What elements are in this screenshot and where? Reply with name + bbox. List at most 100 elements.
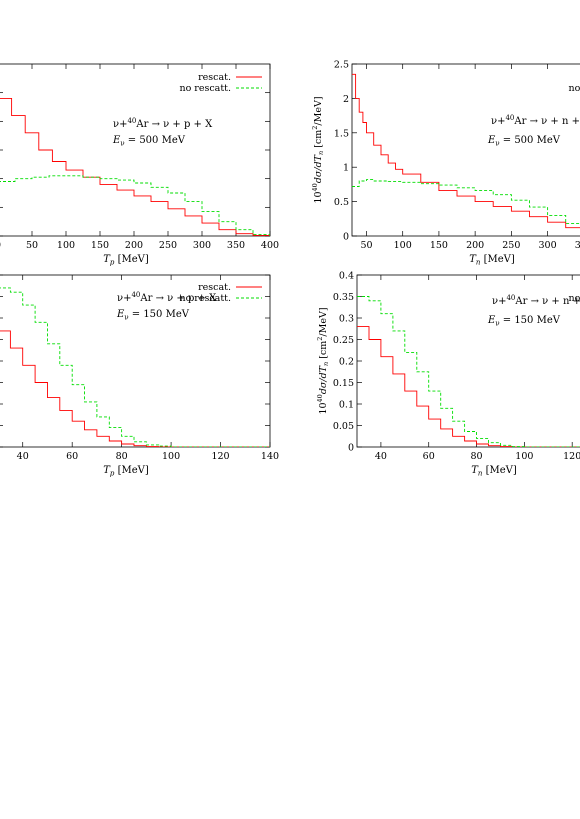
energy-subscript: ν bbox=[495, 140, 499, 148]
y-axis-label-part: 10 bbox=[318, 402, 329, 414]
y-tick-label: 0 bbox=[348, 443, 354, 454]
chart-panel-bottom-right: 40608010012014000.050.10.150.20.250.30.3… bbox=[316, 271, 580, 478]
x-tick-label: 200 bbox=[125, 240, 143, 251]
x-tick-label: 80 bbox=[116, 451, 128, 462]
x-tick-label: 300 bbox=[193, 240, 211, 251]
energy-part: = 500 MeV bbox=[500, 135, 561, 146]
y-axis-label-superscript: 40 bbox=[311, 183, 319, 191]
series-line-no-rescatt bbox=[0, 287, 270, 447]
y-axis-label: 1040dσ/dTn [cm2/MeV] bbox=[311, 96, 325, 203]
reaction-superscript: 40 bbox=[131, 291, 140, 299]
x-tick-label: 120 bbox=[563, 451, 580, 462]
series-line-no-rescatt bbox=[352, 179, 580, 225]
y-axis-label: 1040dσ/dTn [cm2/MeV] bbox=[316, 307, 330, 414]
x-tick-label: 80 bbox=[470, 451, 482, 462]
legend-label: no rescatt. bbox=[179, 293, 231, 304]
energy-part: E bbox=[112, 135, 121, 146]
y-axis-label-subscript: n bbox=[322, 362, 330, 366]
x-tick-label: 50 bbox=[26, 240, 38, 251]
y-axis-label-part: [cm bbox=[313, 130, 324, 151]
reaction-superscript: 40 bbox=[127, 117, 136, 125]
x-tick-label: 400 bbox=[261, 240, 279, 251]
y-axis-label-superscript: 40 bbox=[316, 394, 324, 402]
reaction-superscript: 40 bbox=[506, 294, 515, 302]
x-tick-label: 100 bbox=[162, 451, 180, 462]
y-tick-label: 2 bbox=[343, 94, 349, 105]
x-tick-label: 40 bbox=[17, 451, 29, 462]
y-tick-label: 0.4 bbox=[339, 271, 354, 282]
series-line-no-rescatt bbox=[0, 175, 270, 236]
energy-part: E bbox=[487, 135, 496, 146]
y-tick-label: 2.5 bbox=[334, 60, 349, 71]
x-axis-label-subscript: p bbox=[110, 470, 115, 478]
y-tick-label: 0.15 bbox=[333, 378, 354, 389]
reaction-annotation: ν+40Ar → ν + p + X bbox=[117, 291, 217, 304]
x-axis-label: Tn [MeV] bbox=[471, 465, 517, 478]
y-axis-label-part: dσ/dT bbox=[313, 154, 324, 183]
series-line-rescat bbox=[0, 97, 270, 236]
reaction-part: Ar → ν + n + X bbox=[514, 296, 580, 307]
x-axis-label-subscript: p bbox=[110, 259, 115, 267]
energy-part: E bbox=[487, 315, 496, 326]
energy-part: E bbox=[116, 309, 125, 320]
x-tick-label: 140 bbox=[261, 451, 279, 462]
x-tick-label: 250 bbox=[159, 240, 177, 251]
y-axis-label-superscript: 2 bbox=[311, 126, 319, 130]
legend-label: rescat. bbox=[198, 72, 231, 83]
x-tick-label: 350 bbox=[575, 240, 580, 251]
reaction-part: Ar → ν + p + X bbox=[139, 293, 217, 304]
x-tick-label: 40 bbox=[375, 451, 387, 462]
energy-subscript: ν bbox=[495, 320, 499, 328]
reaction-part: ν+ bbox=[491, 116, 505, 127]
energy-annotation: Eν = 500 MeV bbox=[112, 135, 186, 148]
y-tick-label: 0 bbox=[343, 232, 349, 243]
y-tick-label: 0.25 bbox=[333, 335, 354, 346]
reaction-annotation: ν+40Ar → ν + p + X bbox=[113, 117, 213, 130]
y-tick-label: 1.5 bbox=[334, 128, 349, 139]
x-axis-label-symbol: T bbox=[469, 254, 477, 265]
energy-part: = 150 MeV bbox=[129, 309, 190, 320]
series-line-rescat bbox=[352, 73, 580, 229]
series-line-rescat bbox=[357, 326, 580, 447]
x-axis-label-subscript: n bbox=[478, 470, 483, 478]
y-axis-label-part: /MeV] bbox=[318, 307, 329, 336]
energy-annotation: Eν = 150 MeV bbox=[116, 309, 190, 322]
energy-subscript: ν bbox=[124, 314, 128, 322]
y-axis-label-superscript: 2 bbox=[316, 337, 324, 341]
x-axis-label-unit: [MeV] bbox=[480, 254, 514, 265]
y-axis-label-part: 10 bbox=[313, 191, 324, 203]
reaction-part: Ar → ν + n + X bbox=[513, 116, 580, 127]
series-line-rescat bbox=[0, 330, 270, 447]
x-tick-label: 200 bbox=[466, 240, 484, 251]
reaction-part: Ar → ν + p + X bbox=[135, 119, 213, 130]
x-axis-label-unit: [MeV] bbox=[114, 465, 148, 476]
x-axis-label-unit: [MeV] bbox=[482, 465, 516, 476]
y-axis-label-part: dσ/dT bbox=[318, 365, 329, 394]
x-tick-label: 300 bbox=[538, 240, 556, 251]
x-tick-label: 60 bbox=[423, 451, 435, 462]
x-tick-label: 120 bbox=[211, 451, 229, 462]
x-tick-label: 250 bbox=[502, 240, 520, 251]
y-tick-label: 0.05 bbox=[333, 421, 354, 432]
x-axis-label: Tp [MeV] bbox=[103, 254, 149, 267]
energy-subscript: ν bbox=[120, 140, 124, 148]
reaction-annotation: ν+40Ar → ν + n + X bbox=[491, 114, 580, 127]
x-tick-label: 350 bbox=[227, 240, 245, 251]
energy-part: = 150 MeV bbox=[500, 315, 561, 326]
x-axis-label-unit: [MeV] bbox=[114, 254, 148, 265]
chart-panel-top-left: 0 50 100 150 200 250 300 350 400 rescat.no rescat… bbox=[0, 63, 279, 267]
legend-label: no rescatt. bbox=[179, 83, 231, 94]
legend-label: no rescatt. bbox=[568, 293, 580, 304]
chart-panel-top-right: 5010015020025030035040000.511.522.5resca… bbox=[311, 60, 580, 267]
y-axis-label-part: /MeV] bbox=[313, 96, 324, 125]
reaction-part: ν+ bbox=[113, 119, 127, 130]
y-tick-label: 0.1 bbox=[339, 400, 354, 411]
x-tick-label: 50 bbox=[360, 240, 372, 251]
x-axis-label-symbol: T bbox=[103, 465, 111, 476]
y-tick-label: 0.3 bbox=[339, 314, 354, 325]
x-tick-label: 60 bbox=[66, 451, 78, 462]
x-axis-label-subscript: n bbox=[476, 259, 481, 267]
y-tick-label: 0.5 bbox=[334, 197, 349, 208]
